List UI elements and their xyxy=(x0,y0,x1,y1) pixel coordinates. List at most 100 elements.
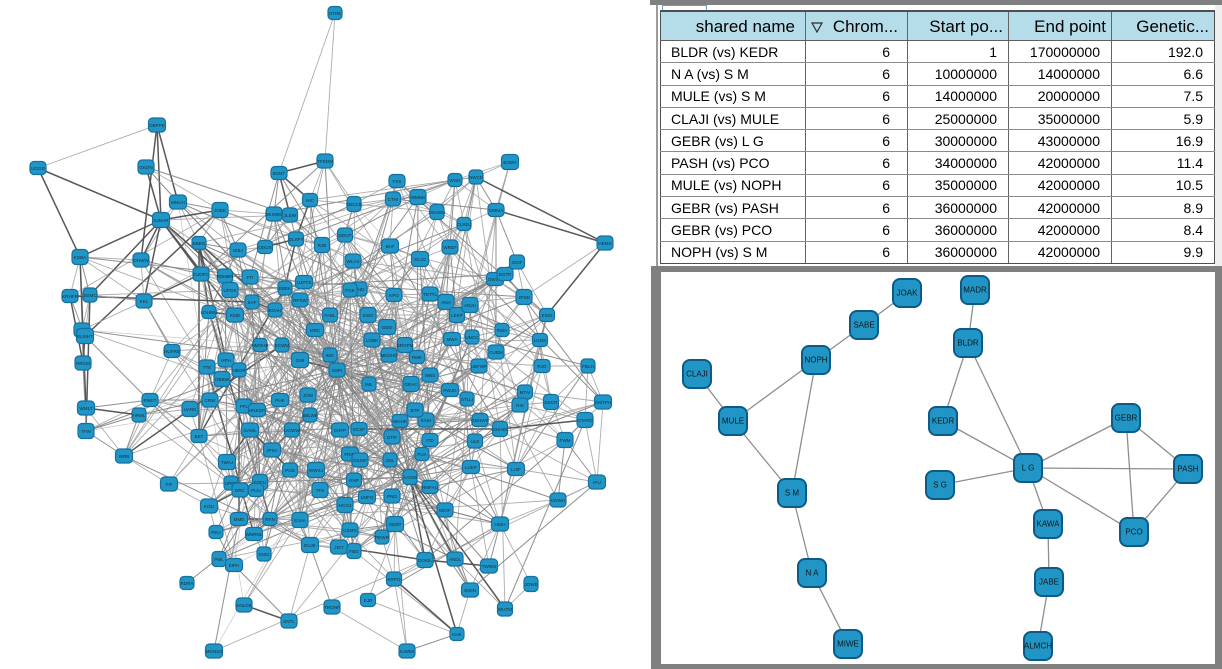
svg-text:MRC: MRC xyxy=(310,328,321,333)
svg-text:TWAJ: TWAJ xyxy=(221,460,233,465)
svg-text:JOEE: JOEE xyxy=(214,208,226,213)
svg-text:EOAH: EOAH xyxy=(268,308,281,313)
svg-text:WUTM: WUTM xyxy=(498,607,512,612)
svg-text:GIM: GIM xyxy=(296,358,305,363)
svg-text:KOU: KOU xyxy=(204,504,214,509)
svg-text:LUIF: LUIF xyxy=(511,467,521,472)
svg-text:SABE: SABE xyxy=(853,321,874,330)
svg-text:PHK: PHK xyxy=(275,398,285,403)
svg-text:ANJU: ANJU xyxy=(464,303,476,308)
svg-text:RDMBN: RDMBN xyxy=(217,274,234,279)
svg-text:HIC: HIC xyxy=(306,198,315,203)
svg-text:FBG: FBG xyxy=(349,549,359,554)
svg-text:KCSF: KCSF xyxy=(353,427,365,432)
svg-text:KBCCB: KBCCB xyxy=(346,202,362,207)
svg-text:BTP: BTP xyxy=(411,408,420,413)
svg-text:MME: MME xyxy=(234,517,245,522)
svg-text:LEKP: LEKP xyxy=(451,313,463,318)
svg-text:WRB: WRB xyxy=(119,454,130,459)
svg-text:MNUH: MNUH xyxy=(171,200,185,205)
svg-text:HEMS: HEMS xyxy=(598,241,611,246)
svg-text:WNRNL: WNRNL xyxy=(246,532,263,537)
svg-text:PGK: PGK xyxy=(345,288,356,293)
svg-text:HNKDP: HNKDP xyxy=(249,408,265,413)
svg-text:SAF: SAF xyxy=(248,300,257,305)
svg-text:UJPTS: UJPTS xyxy=(297,280,312,285)
svg-text:MIWE: MIWE xyxy=(837,640,859,649)
svg-text:TRONF: TRONF xyxy=(324,605,340,610)
svg-text:EIPH: EIPH xyxy=(229,563,240,568)
svg-text:CLAJI: CLAJI xyxy=(686,370,708,379)
svg-text:PML: PML xyxy=(214,557,224,562)
svg-text:NWCE: NWCE xyxy=(469,175,483,180)
svg-text:SJNAR: SJNAR xyxy=(153,218,169,223)
svg-text:KMD: KMD xyxy=(230,313,241,318)
svg-text:GTIF: GTIF xyxy=(387,435,398,440)
svg-text:OHWW: OHWW xyxy=(133,258,149,263)
svg-text:PEU: PEU xyxy=(211,530,220,535)
svg-text:JPSD: JPSD xyxy=(518,295,530,300)
svg-text:AKH: AKH xyxy=(441,300,450,305)
svg-text:MTAI: MTAI xyxy=(520,390,531,395)
svg-text:IUWMI: IUWMI xyxy=(400,649,414,654)
svg-text:BLDR: BLDR xyxy=(957,339,979,348)
svg-text:JOW: JOW xyxy=(303,393,314,398)
svg-text:ETFU: ETFU xyxy=(254,480,266,485)
svg-text:OMMA: OMMA xyxy=(489,208,504,213)
svg-text:RRN: RRN xyxy=(265,517,275,522)
svg-text:WWSJ: WWSJ xyxy=(309,468,323,473)
svg-text:JOAK: JOAK xyxy=(897,289,919,298)
svg-text:FSS: FSS xyxy=(393,179,402,184)
svg-text:JISL: JISL xyxy=(385,458,395,463)
svg-text:KHK: KHK xyxy=(452,632,462,637)
svg-text:IPU: IPU xyxy=(593,480,601,485)
svg-text:S M: S M xyxy=(785,489,800,498)
svg-text:CNWH: CNWH xyxy=(551,498,565,503)
svg-text:DRGPM: DRGPM xyxy=(396,343,413,348)
svg-text:NOPH: NOPH xyxy=(804,356,827,365)
svg-text:FWM: FWM xyxy=(560,438,571,443)
svg-text:MULE: MULE xyxy=(722,417,744,426)
svg-text:GRAC: GRAC xyxy=(404,382,418,387)
svg-text:LGNS: LGNS xyxy=(534,338,547,343)
svg-text:SKSWG: SKSWG xyxy=(265,212,283,217)
svg-text:ULE: ULE xyxy=(471,439,480,444)
svg-text:SISO: SISO xyxy=(363,313,374,318)
svg-text:AAGM: AAGM xyxy=(403,475,417,480)
svg-text:OTRE: OTRE xyxy=(329,11,342,16)
svg-text:CRW: CRW xyxy=(205,398,217,403)
svg-text:ANDL: ANDL xyxy=(449,557,462,562)
svg-text:WMLT: WMLT xyxy=(79,406,92,411)
svg-text:HMOHB: HMOHB xyxy=(251,343,268,348)
svg-text:WHHK: WHHK xyxy=(393,419,408,424)
svg-text:TFEDM: TFEDM xyxy=(317,159,333,164)
svg-text:RRCM: RRCM xyxy=(76,361,90,366)
svg-text:JLEW: JLEW xyxy=(284,213,297,218)
svg-text:PNG: PNG xyxy=(387,494,397,499)
svg-text:STLLI: STLLI xyxy=(461,397,473,402)
svg-text:FABL: FABL xyxy=(324,313,336,318)
svg-text:WSIN: WSIN xyxy=(464,588,476,593)
svg-text:RMFAU: RMFAU xyxy=(422,485,438,490)
svg-text:KPO: KPO xyxy=(389,293,399,298)
svg-text:EBEK: EBEK xyxy=(279,286,292,291)
svg-text:LOHWU: LOHWU xyxy=(200,310,217,315)
svg-text:TFS: TFS xyxy=(316,488,325,493)
svg-text:GAML: GAML xyxy=(243,428,256,433)
svg-text:LMFO: LMFO xyxy=(361,495,374,500)
svg-text:TETTL: TETTL xyxy=(423,292,437,297)
svg-text:MEDHO: MEDHO xyxy=(380,353,398,358)
svg-text:EBBG: EBBG xyxy=(193,241,206,246)
svg-text:KRPO: KRPO xyxy=(387,577,400,582)
svg-text:RJB: RJB xyxy=(318,243,327,248)
svg-text:DOKIL: DOKIL xyxy=(418,558,432,563)
svg-text:UOWW: UOWW xyxy=(284,428,300,433)
svg-text:PASH: PASH xyxy=(1177,465,1198,474)
svg-text:WGN: WGN xyxy=(449,178,460,183)
svg-text:GJOFC: GJOFC xyxy=(193,272,209,277)
svg-text:SSMC: SSMC xyxy=(83,293,97,298)
svg-text:OTAPD: OTAPD xyxy=(577,418,593,423)
svg-text:HBGR: HBGR xyxy=(232,368,246,373)
svg-text:UPGK: UPGK xyxy=(223,288,237,293)
svg-text:HRML: HRML xyxy=(132,413,145,418)
